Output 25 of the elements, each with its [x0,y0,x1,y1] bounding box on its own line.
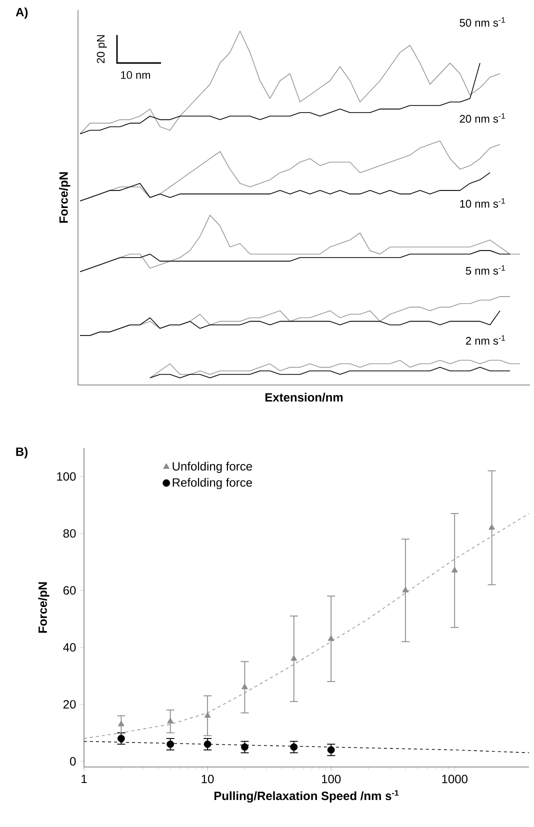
x-tick-label: 1 [82,774,87,784]
x-tick-label: 1000 [442,774,468,784]
y-tick-label: 0 [70,757,76,766]
y-axis-title: Force/pN [38,582,50,633]
annotation: 20 pN [96,35,107,64]
annotation: 10 nm s$^{-1}$ [460,198,505,208]
annotation: 20 nm s$^{-1}$ [460,113,505,123]
annotation: 2 nm s$^{-1}$ [466,335,505,345]
legend-label: Unfolding force [172,462,252,473]
y-tick-label: 20 [63,700,76,709]
y-axis-title: Force/pN [59,172,70,223]
legend-label: Refolding force [172,478,252,490]
x-tick-label: 100 [322,774,341,784]
y-tick-label: 60 [63,586,76,595]
y-tick-label: 40 [63,643,76,652]
x-axis-title: Extension/nm [265,392,343,402]
y-tick-label: 100 [57,472,76,481]
y-tick-label: 80 [63,529,76,538]
annotation: 5 nm s$^{-1}$ [466,265,505,275]
x-tick-label: 10 [202,774,214,784]
x-axis-title: Pulling/Relaxation Speed /nm s$^{-1}$ [214,790,399,803]
text: 50 nm s$^{-1}$ [460,17,505,27]
annotation: 10 nm [121,71,150,79]
chart-title: A) [16,8,28,19]
chart-title: B) [16,447,28,458]
